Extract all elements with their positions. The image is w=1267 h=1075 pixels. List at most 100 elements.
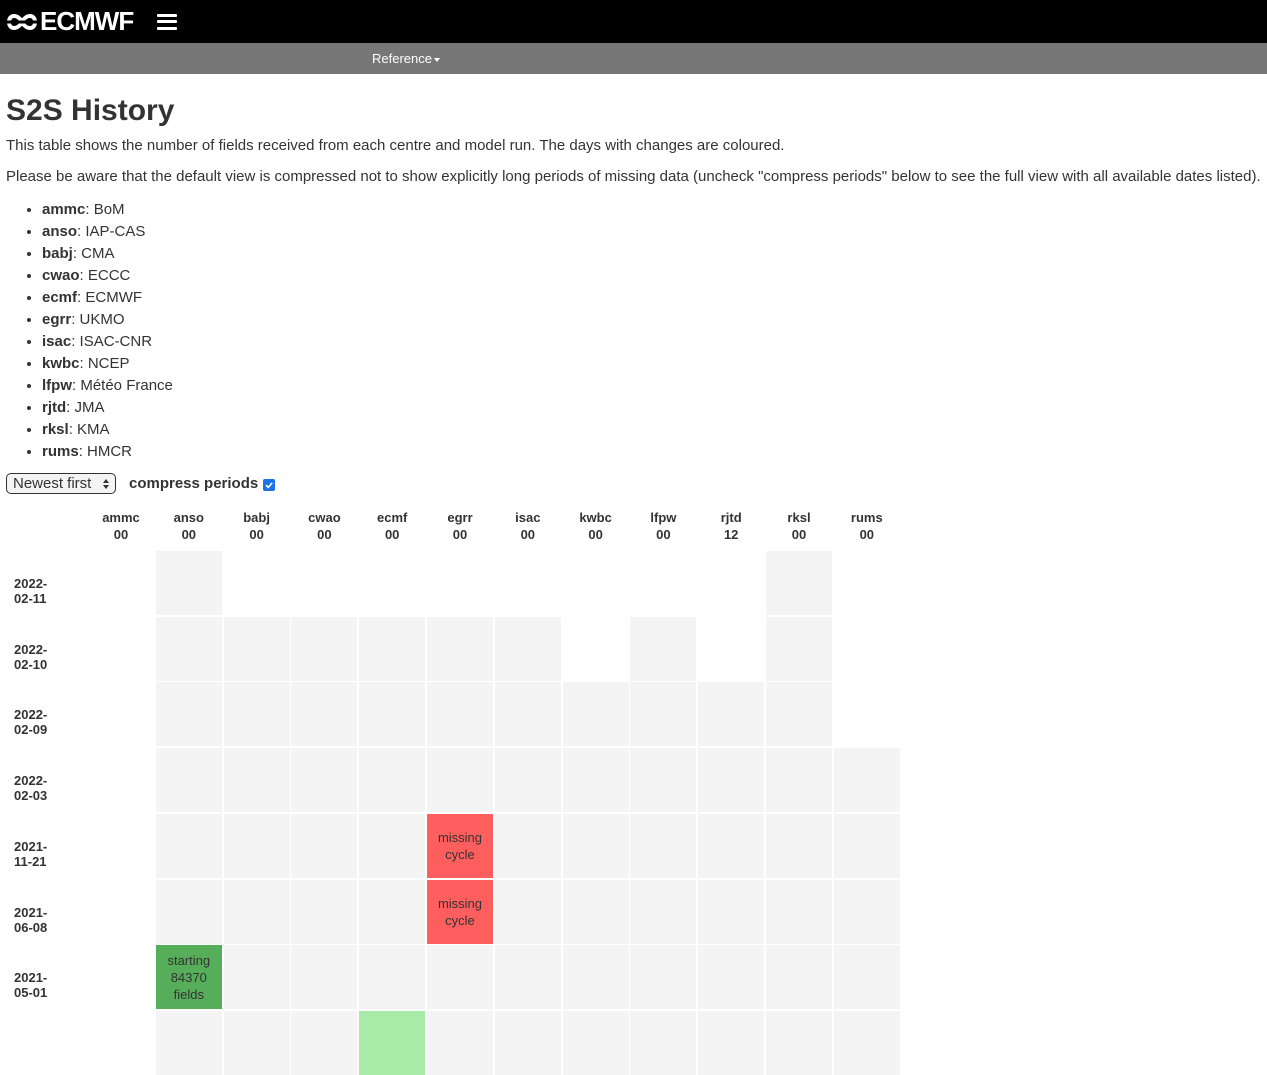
history-cell[interactable] — [223, 879, 290, 944]
history-cell[interactable] — [562, 682, 629, 747]
history-cell[interactable] — [833, 945, 900, 1010]
history-cell[interactable] — [359, 616, 426, 681]
history-cell[interactable] — [494, 879, 561, 944]
history-cell[interactable] — [630, 1010, 697, 1075]
history-cell[interactable] — [359, 945, 426, 1010]
column-header-isac: isac 00 — [495, 509, 561, 543]
history-cell[interactable] — [359, 879, 426, 944]
history-cell[interactable] — [562, 813, 629, 878]
history-cell[interactable] — [630, 616, 697, 681]
ecmwf-logo[interactable]: ECMWF — [6, 6, 134, 37]
column-run: 00 — [384, 527, 400, 542]
missing-cycle-cell[interactable]: missing cycle — [427, 813, 493, 878]
history-cell[interactable] — [155, 682, 222, 747]
column-run: 00 — [317, 527, 332, 542]
history-cell[interactable] — [562, 879, 629, 944]
column-centre: cwao — [308, 510, 341, 525]
compress-periods-checkbox[interactable] — [263, 478, 276, 491]
history-cell[interactable] — [494, 1010, 561, 1075]
history-cell[interactable] — [698, 748, 765, 813]
history-cell[interactable] — [766, 879, 832, 944]
history-cell[interactable] — [359, 682, 426, 747]
history-cell[interactable] — [494, 748, 561, 813]
history-cell[interactable] — [427, 616, 493, 681]
history-cell[interactable] — [698, 682, 765, 747]
history-cell[interactable] — [427, 682, 493, 747]
history-cell[interactable] — [291, 682, 358, 747]
history-cell[interactable] — [223, 1010, 290, 1075]
history-cell[interactable] — [833, 1010, 900, 1075]
history-cell[interactable] — [630, 682, 697, 747]
history-cell[interactable] — [698, 945, 765, 1010]
reference-menu-label: Reference — [372, 51, 432, 66]
history-cell[interactable] — [427, 748, 493, 813]
history-cell[interactable] — [223, 616, 290, 681]
history-cell[interactable] — [630, 813, 697, 878]
centre-code: anso — [42, 223, 78, 240]
history-cell[interactable] — [766, 551, 832, 615]
history-cell[interactable] — [155, 813, 222, 878]
history-cell[interactable] — [223, 813, 290, 878]
centre-item: rksl: KMA — [42, 419, 1267, 441]
missing-cycle-cell[interactable]: missing cycle — [427, 879, 493, 944]
history-cell[interactable] — [766, 682, 832, 747]
centre-name: : ISAC-CNR — [71, 333, 153, 350]
sort-order-select[interactable]: Newest first — [6, 473, 116, 494]
history-cell[interactable] — [494, 682, 561, 747]
centre-code: rksl — [42, 421, 69, 438]
history-cell[interactable] — [698, 1010, 765, 1075]
history-cell[interactable] — [291, 1010, 358, 1075]
history-cell[interactable] — [291, 616, 358, 681]
history-cell[interactable] — [833, 813, 900, 878]
history-cell[interactable] — [494, 945, 561, 1010]
history-cell[interactable] — [155, 616, 222, 681]
row-date: 2021-05-01 — [14, 970, 48, 1001]
starting-fields-cell[interactable]: starting 84370 fields — [155, 945, 222, 1010]
centre-item: isac: ISAC-CNR — [42, 331, 1267, 353]
history-cell[interactable] — [359, 748, 426, 813]
history-cell[interactable] — [155, 748, 222, 813]
centre-code: kwbc — [42, 355, 80, 372]
history-cell[interactable] — [630, 879, 697, 944]
history-cell[interactable] — [630, 945, 697, 1010]
history-cell[interactable] — [223, 945, 290, 1010]
history-cell[interactable] — [698, 879, 765, 944]
centre-name: : ECCC — [79, 267, 131, 284]
column-centre: babj — [243, 510, 270, 525]
history-cell[interactable] — [833, 748, 900, 813]
table-controls: Newest first compress periods — [6, 473, 1267, 494]
history-cell[interactable] — [155, 879, 222, 944]
history-cell[interactable] — [494, 813, 561, 878]
history-cell[interactable] — [223, 682, 290, 747]
history-cell[interactable] — [155, 1010, 222, 1075]
history-cell[interactable] — [766, 616, 832, 681]
history-cell[interactable] — [562, 945, 629, 1010]
history-cell[interactable] — [766, 945, 832, 1010]
centre-name: : IAP-CAS — [77, 223, 146, 240]
reference-menu[interactable]: Reference — [372, 51, 440, 66]
history-cell[interactable] — [359, 813, 426, 878]
hamburger-icon[interactable] — [157, 13, 178, 30]
history-cell[interactable] — [494, 616, 561, 681]
history-cell[interactable] — [359, 1010, 426, 1075]
history-cell[interactable] — [427, 945, 493, 1010]
centre-code: isac — [42, 333, 72, 350]
history-cell[interactable] — [291, 945, 358, 1010]
history-cell[interactable] — [562, 748, 629, 813]
history-cell[interactable] — [291, 748, 358, 813]
history-cell[interactable] — [562, 1010, 629, 1075]
column-header-rums: rums 00 — [834, 509, 900, 543]
column-run: 00 — [656, 527, 671, 542]
checkmark-icon — [265, 481, 274, 489]
history-cell[interactable] — [766, 1010, 832, 1075]
history-cell[interactable] — [698, 813, 765, 878]
history-cell[interactable] — [766, 748, 832, 813]
history-cell[interactable] — [291, 813, 358, 878]
history-cell[interactable] — [155, 551, 222, 615]
history-cell[interactable] — [427, 1010, 493, 1075]
history-cell[interactable] — [630, 748, 697, 813]
history-cell[interactable] — [291, 879, 358, 944]
history-cell[interactable] — [833, 879, 900, 944]
history-cell[interactable] — [766, 813, 832, 878]
history-cell[interactable] — [223, 748, 290, 813]
